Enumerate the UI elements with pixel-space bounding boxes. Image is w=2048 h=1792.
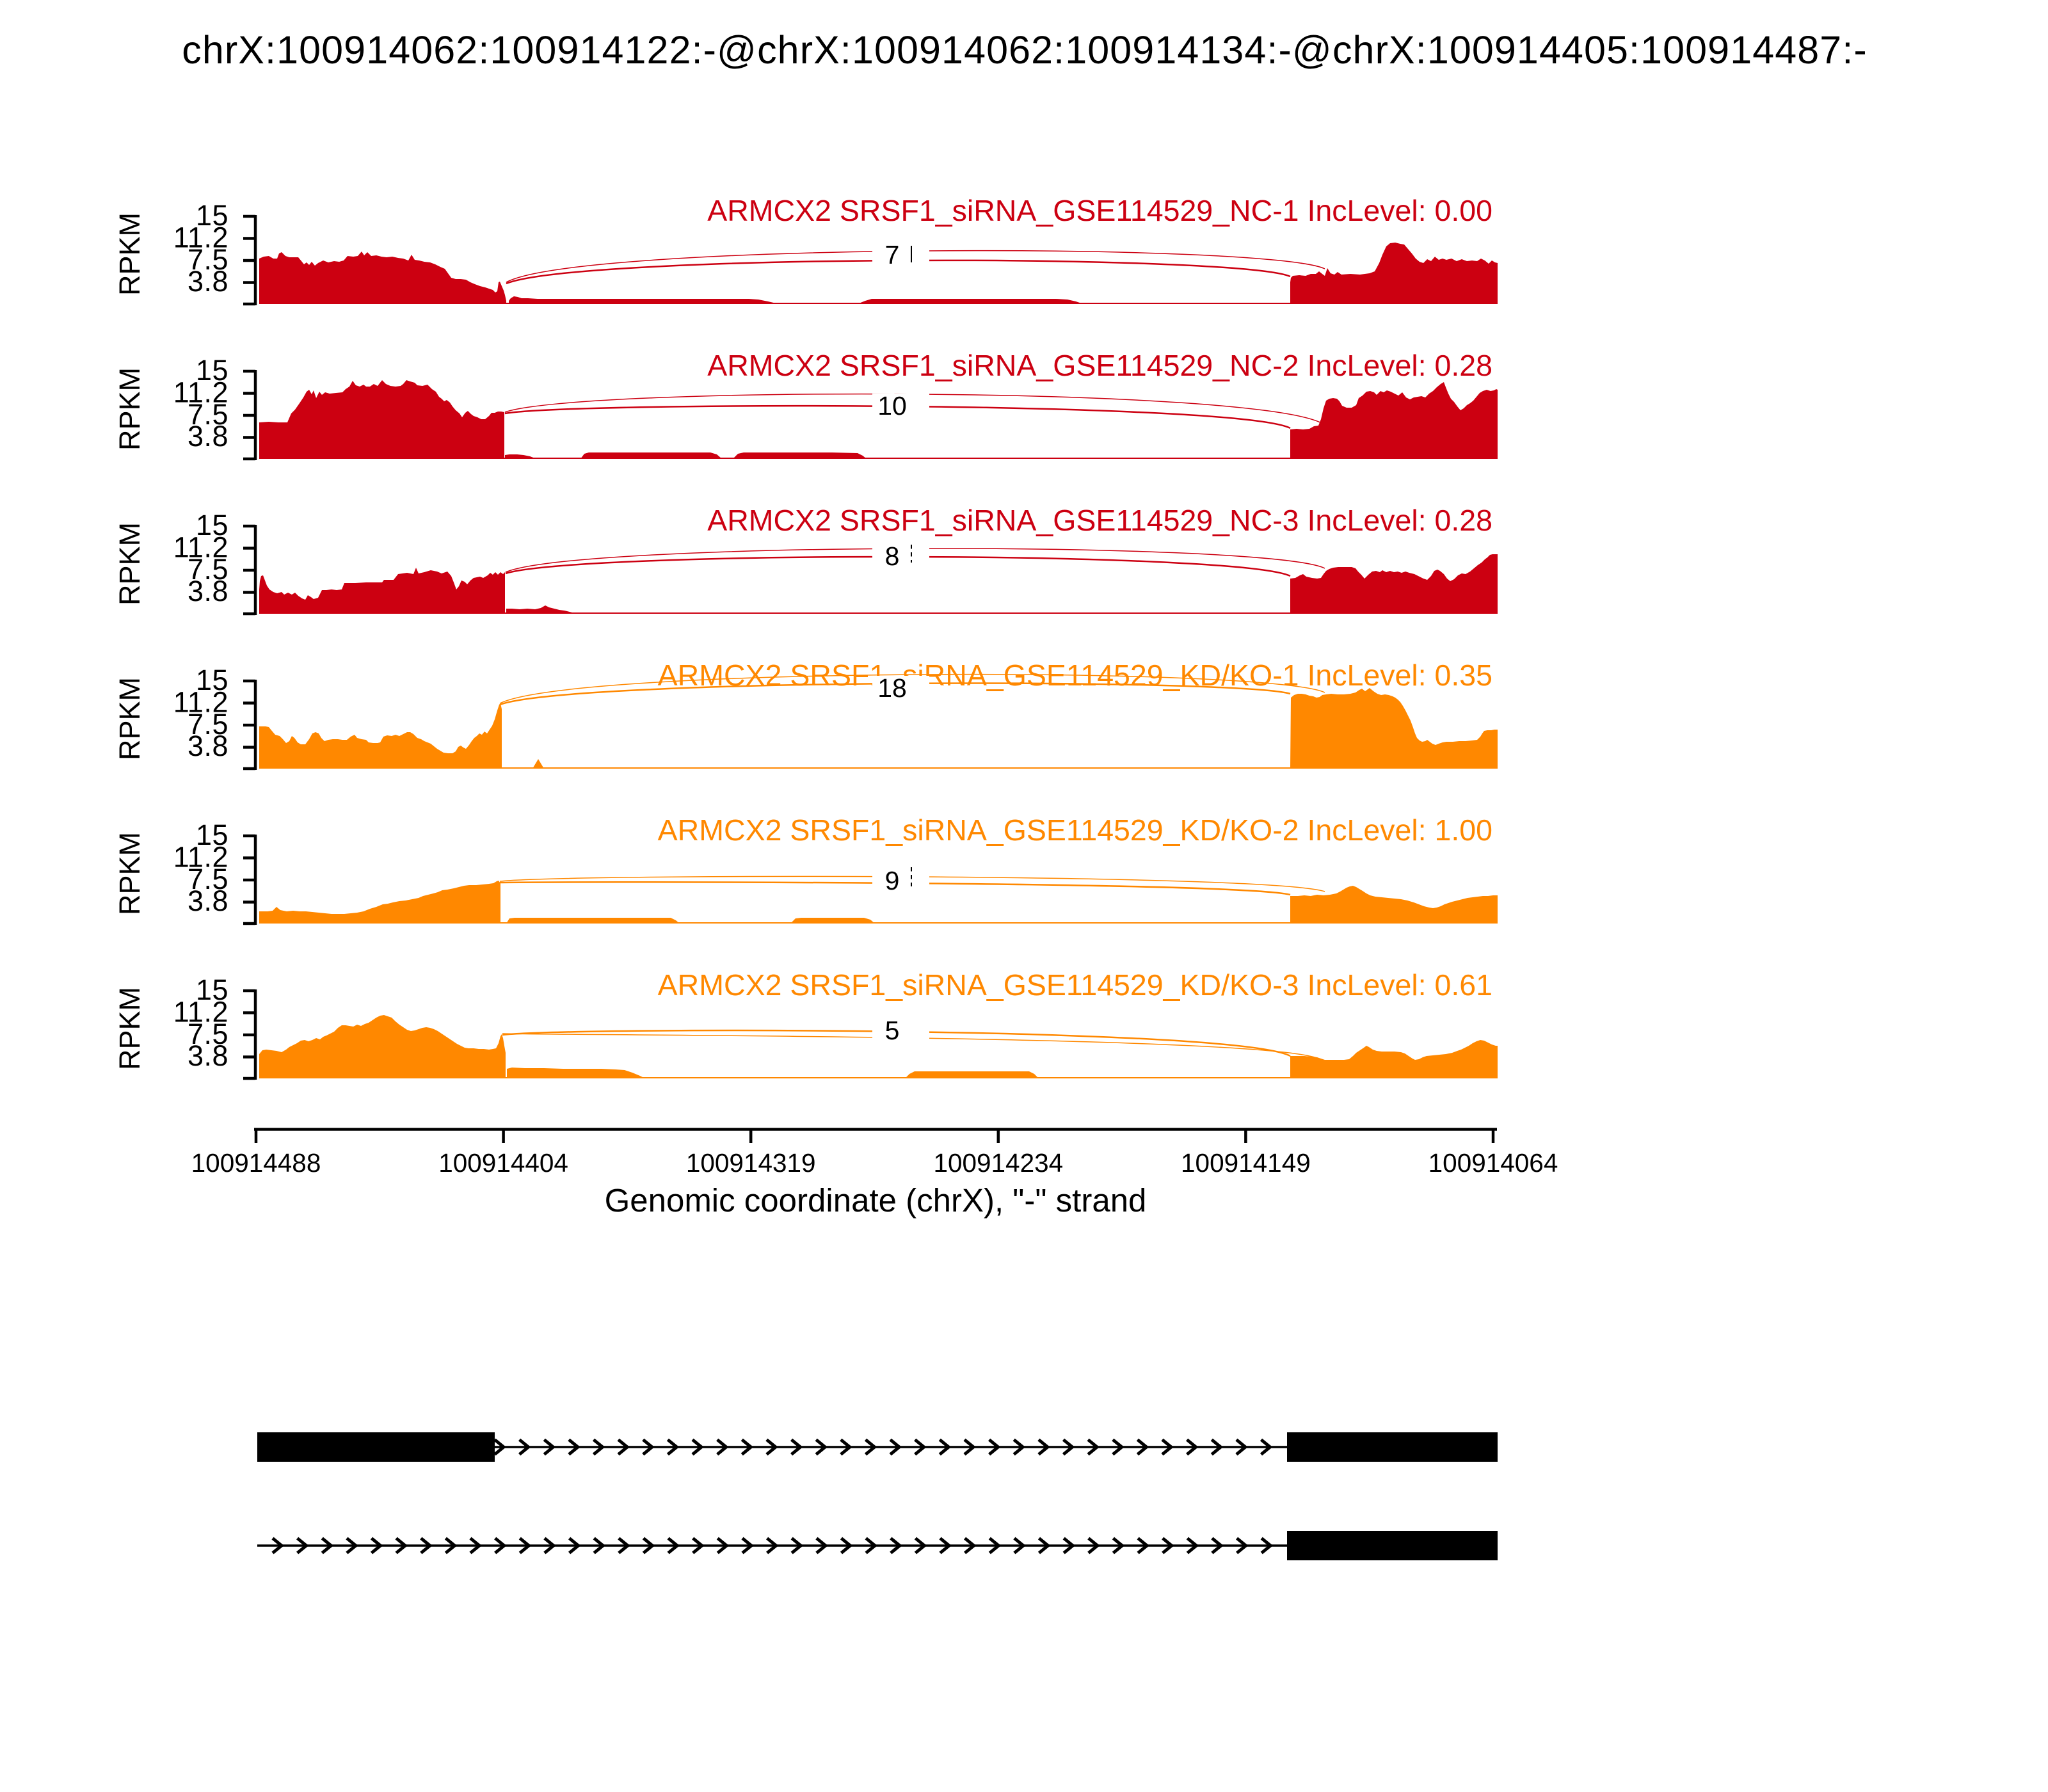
svg-text:100914404: 100914404 [438, 1148, 568, 1178]
svg-text:100914319: 100914319 [686, 1148, 816, 1178]
svg-text:3.8: 3.8 [188, 884, 228, 917]
svg-text:3.8: 3.8 [188, 1039, 228, 1072]
svg-text:11.2: 11.2 [173, 376, 228, 409]
svg-text:chrX:100914062:100914122:-@chr: chrX:100914062:100914122:-@chrX:10091406… [182, 28, 1868, 72]
svg-text:ARMCX2 SRSF1_siRNA_GSE114529_N: ARMCX2 SRSF1_siRNA_GSE114529_NC-2 IncLev… [707, 349, 1492, 382]
svg-text:Genomic coordinate (chrX), "-": Genomic coordinate (chrX), "-" strand [605, 1182, 1147, 1219]
svg-text:100914488: 100914488 [191, 1148, 321, 1178]
svg-text:15: 15 [196, 509, 228, 541]
svg-text:15: 15 [196, 199, 228, 232]
svg-text:8: 8 [885, 541, 900, 571]
svg-text:ARMCX2 SRSF1_siRNA_GSE114529_K: ARMCX2 SRSF1_siRNA_GSE114529_KD/KO-1 Inc… [658, 659, 1492, 692]
svg-text:3.8: 3.8 [188, 420, 228, 452]
svg-text:RPKM: RPKM [113, 522, 146, 605]
svg-text:RPKM: RPKM [113, 367, 146, 451]
svg-text:15: 15 [196, 819, 228, 851]
svg-text:11.2: 11.2 [173, 686, 228, 719]
svg-text:RPKM: RPKM [113, 987, 146, 1070]
svg-text:9: 9 [885, 866, 900, 895]
svg-text:11.2: 11.2 [173, 221, 228, 254]
svg-text:100914234: 100914234 [933, 1148, 1063, 1178]
svg-text:7.5: 7.5 [188, 398, 228, 431]
svg-text:5: 5 [885, 1016, 900, 1045]
svg-text:15: 15 [196, 664, 228, 696]
svg-text:ARMCX2 SRSF1_siRNA_GSE114529_N: ARMCX2 SRSF1_siRNA_GSE114529_NC-1 IncLev… [707, 194, 1492, 227]
svg-text:ARMCX2 SRSF1_siRNA_GSE114529_N: ARMCX2 SRSF1_siRNA_GSE114529_NC-3 IncLev… [707, 504, 1492, 537]
svg-text:100914149: 100914149 [1181, 1148, 1311, 1178]
svg-text:ARMCX2 SRSF1_siRNA_GSE114529_K: ARMCX2 SRSF1_siRNA_GSE114529_KD/KO-3 Inc… [658, 968, 1492, 1002]
svg-text:7.5: 7.5 [188, 708, 228, 740]
svg-text:7.5: 7.5 [188, 243, 228, 276]
svg-text:3.8: 3.8 [188, 575, 228, 607]
svg-text:RPKM: RPKM [113, 832, 146, 915]
svg-text:18: 18 [877, 673, 907, 703]
svg-text:7.5: 7.5 [188, 863, 228, 895]
svg-text:10: 10 [877, 391, 907, 420]
svg-text:3.8: 3.8 [188, 730, 228, 762]
svg-text:15: 15 [196, 973, 228, 1006]
svg-text:11.2: 11.2 [173, 996, 228, 1028]
svg-text:3.8: 3.8 [188, 265, 228, 298]
svg-text:RPKM: RPKM [113, 212, 146, 296]
svg-text:7.5: 7.5 [188, 553, 228, 586]
svg-text:7.5: 7.5 [188, 1018, 228, 1050]
svg-text:RPKM: RPKM [113, 677, 146, 760]
svg-text:7: 7 [885, 240, 900, 269]
svg-text:11.2: 11.2 [173, 531, 228, 564]
svg-text:100914064: 100914064 [1428, 1148, 1558, 1178]
svg-text:15: 15 [196, 354, 228, 387]
svg-text:11.2: 11.2 [173, 841, 228, 874]
svg-text:ARMCX2 SRSF1_siRNA_GSE114529_K: ARMCX2 SRSF1_siRNA_GSE114529_KD/KO-2 Inc… [658, 813, 1492, 847]
